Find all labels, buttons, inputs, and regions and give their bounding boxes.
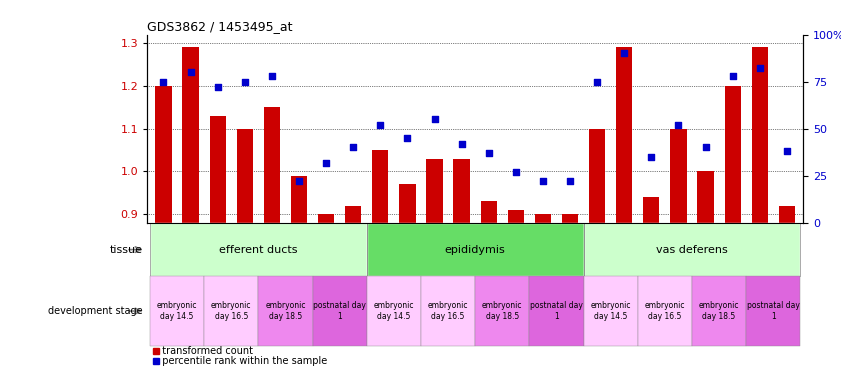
- Text: embryonic
day 16.5: embryonic day 16.5: [428, 301, 468, 321]
- Bar: [584, 276, 637, 346]
- Bar: [643, 197, 659, 384]
- Text: postnatal day
1: postnatal day 1: [313, 301, 366, 321]
- Point: [753, 65, 766, 71]
- Point: [563, 178, 577, 184]
- Bar: [345, 205, 362, 384]
- Text: percentile rank within the sample: percentile rank within the sample: [156, 356, 327, 366]
- Bar: [421, 276, 475, 346]
- Point: [320, 159, 333, 166]
- Bar: [182, 47, 198, 384]
- Text: vas deferens: vas deferens: [656, 245, 728, 255]
- Bar: [313, 276, 367, 346]
- Point: [780, 148, 794, 154]
- Point: [509, 169, 522, 175]
- Bar: [508, 210, 524, 384]
- Point: [292, 178, 305, 184]
- Point: [617, 50, 631, 56]
- Text: embryonic
day 18.5: embryonic day 18.5: [482, 301, 522, 321]
- Point: [184, 69, 198, 75]
- Bar: [291, 176, 307, 384]
- Point: [373, 122, 387, 128]
- Bar: [752, 47, 768, 384]
- Point: [238, 79, 251, 85]
- Point: [590, 79, 604, 85]
- Bar: [367, 276, 421, 346]
- Text: efferent ducts: efferent ducts: [219, 245, 298, 255]
- Bar: [156, 86, 172, 384]
- Point: [455, 141, 468, 147]
- Bar: [670, 129, 686, 384]
- Point: [156, 79, 170, 85]
- Text: tissue: tissue: [110, 245, 143, 255]
- Text: epididymis: epididymis: [445, 245, 505, 255]
- Text: development stage: development stage: [48, 306, 143, 316]
- Bar: [367, 223, 584, 276]
- Bar: [589, 129, 606, 384]
- Bar: [258, 276, 313, 346]
- Bar: [236, 129, 253, 384]
- Point: [537, 178, 550, 184]
- Text: postnatal day
1: postnatal day 1: [530, 301, 583, 321]
- Text: embryonic
day 14.5: embryonic day 14.5: [156, 301, 198, 321]
- Bar: [616, 47, 632, 384]
- Bar: [209, 116, 225, 384]
- Point: [265, 73, 278, 79]
- Text: embryonic
day 14.5: embryonic day 14.5: [373, 301, 414, 321]
- Bar: [373, 150, 389, 384]
- Text: embryonic
day 18.5: embryonic day 18.5: [699, 301, 739, 321]
- Bar: [535, 214, 551, 384]
- Bar: [264, 107, 280, 384]
- Text: embryonic
day 18.5: embryonic day 18.5: [265, 301, 305, 321]
- Bar: [399, 184, 415, 384]
- Point: [211, 84, 225, 90]
- Bar: [746, 276, 801, 346]
- Point: [482, 150, 495, 156]
- Point: [672, 122, 685, 128]
- Text: embryonic
day 16.5: embryonic day 16.5: [211, 301, 251, 321]
- Bar: [637, 276, 692, 346]
- Bar: [426, 159, 442, 384]
- Point: [726, 73, 739, 79]
- Text: embryonic
day 16.5: embryonic day 16.5: [645, 301, 685, 321]
- Bar: [584, 223, 801, 276]
- Bar: [367, 223, 584, 276]
- Bar: [529, 276, 584, 346]
- Point: [428, 116, 442, 122]
- Text: embryonic
day 14.5: embryonic day 14.5: [590, 301, 631, 321]
- Bar: [204, 276, 258, 346]
- Bar: [725, 86, 741, 384]
- Bar: [453, 159, 470, 384]
- Bar: [584, 223, 801, 276]
- Bar: [150, 223, 367, 276]
- Bar: [480, 201, 497, 384]
- Point: [400, 135, 414, 141]
- Bar: [697, 171, 714, 384]
- Bar: [779, 205, 795, 384]
- Bar: [692, 276, 746, 346]
- Bar: [318, 214, 334, 384]
- Bar: [562, 214, 578, 384]
- Point: [645, 154, 659, 160]
- Text: postnatal day
1: postnatal day 1: [747, 301, 800, 321]
- Text: transformed count: transformed count: [156, 346, 252, 356]
- Bar: [150, 276, 204, 346]
- Point: [699, 144, 712, 151]
- Bar: [475, 276, 529, 346]
- Text: GDS3862 / 1453495_at: GDS3862 / 1453495_at: [147, 20, 293, 33]
- Bar: [150, 223, 367, 276]
- Point: [346, 144, 360, 151]
